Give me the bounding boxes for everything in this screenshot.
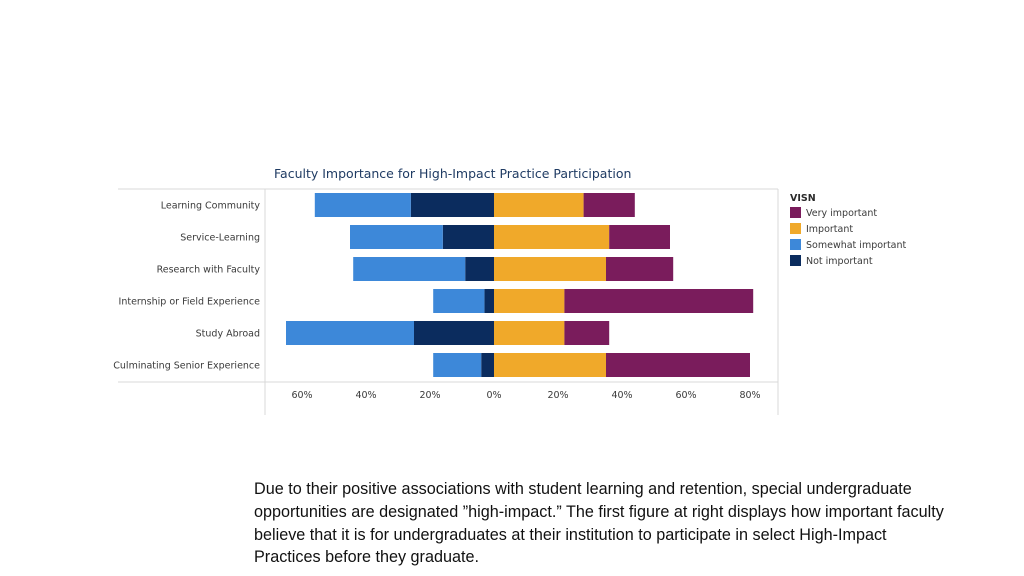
x-tick-label: 60% xyxy=(291,390,312,401)
legend: VISN Very important Important Somewhat imp… xyxy=(790,193,907,267)
category-label-research-with-faculty: Research with Faculty xyxy=(157,265,261,276)
category-label-internship-or-field-experience: Internship or Field Experience xyxy=(119,297,261,308)
bar-internship-or-field-experience-not-important xyxy=(484,289,494,313)
bar-culminating-senior-experience-very-important xyxy=(606,353,750,377)
bar-study-abroad-important xyxy=(494,321,565,345)
legend-swatch-not-important xyxy=(790,255,801,266)
legend-label-somewhat-important: Somewhat important xyxy=(806,240,907,251)
bar-service-learning-important xyxy=(494,225,610,249)
legend-label-not-important: Not important xyxy=(806,256,873,267)
x-tick-label: 40% xyxy=(611,390,632,401)
bars xyxy=(286,193,754,377)
category-labels: Learning Community Service-Learning Resear… xyxy=(113,201,260,372)
legend-title: VISN xyxy=(790,193,816,204)
bar-learning-community-very-important xyxy=(583,193,635,217)
legend-swatch-very-important xyxy=(790,207,801,218)
category-label-study-abroad: Study Abroad xyxy=(196,329,260,340)
bar-internship-or-field-experience-very-important xyxy=(564,289,754,313)
bar-learning-community-somewhat-important xyxy=(314,193,411,217)
bar-internship-or-field-experience-somewhat-important xyxy=(433,289,485,313)
legend-swatch-important xyxy=(790,223,801,234)
legend-swatch-somewhat-important xyxy=(790,239,801,250)
x-tick-label: 20% xyxy=(419,390,440,401)
bar-service-learning-somewhat-important xyxy=(350,225,443,249)
bar-learning-community-important xyxy=(494,193,584,217)
bar-service-learning-not-important xyxy=(442,225,494,249)
category-label-service-learning: Service-Learning xyxy=(180,233,260,244)
legend-label-very-important: Very important xyxy=(806,208,877,219)
bar-service-learning-very-important xyxy=(609,225,670,249)
x-tick-label: 40% xyxy=(355,390,376,401)
bar-culminating-senior-experience-somewhat-important xyxy=(433,353,482,377)
x-tick-label: 0% xyxy=(486,390,501,401)
bar-research-with-faculty-important xyxy=(494,257,606,281)
bar-culminating-senior-experience-not-important xyxy=(481,353,494,377)
bar-research-with-faculty-not-important xyxy=(465,257,494,281)
bar-study-abroad-somewhat-important xyxy=(286,321,414,345)
category-label-culminating-senior-experience: Culminating Senior Experience xyxy=(113,361,260,372)
bar-research-with-faculty-very-important xyxy=(606,257,674,281)
legend-label-important: Important xyxy=(806,224,853,235)
category-label-learning-community: Learning Community xyxy=(161,201,261,212)
bar-learning-community-not-important xyxy=(410,193,494,217)
bar-internship-or-field-experience-important xyxy=(494,289,565,313)
caption-text: Due to their positive associations with … xyxy=(254,480,944,567)
x-tick-label: 80% xyxy=(739,390,760,401)
bar-culminating-senior-experience-important xyxy=(494,353,606,377)
bar-research-with-faculty-somewhat-important xyxy=(353,257,466,281)
x-tick-label: 20% xyxy=(547,390,568,401)
chart-title: Faculty Importance for High-Impact Pract… xyxy=(274,166,631,181)
x-tick-labels: 60% 40% 20% 0% 20% 40% 60% 80% xyxy=(291,390,760,401)
bar-study-abroad-not-important xyxy=(414,321,494,345)
x-tick-label: 60% xyxy=(675,390,696,401)
bar-study-abroad-very-important xyxy=(564,321,610,345)
